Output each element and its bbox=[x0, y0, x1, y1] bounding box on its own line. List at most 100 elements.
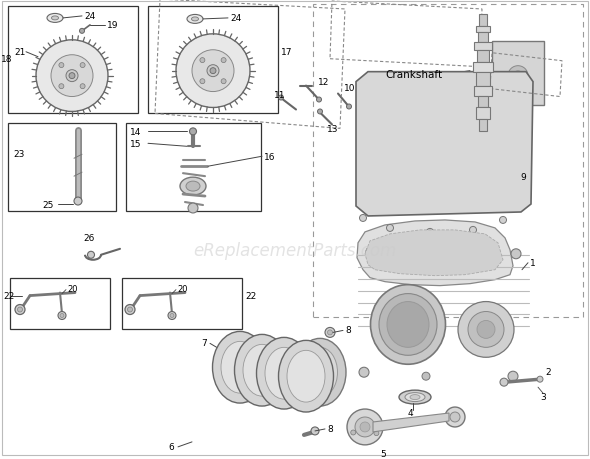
Bar bbox=[474, 43, 492, 50]
Circle shape bbox=[18, 308, 22, 312]
Ellipse shape bbox=[192, 18, 198, 22]
Circle shape bbox=[366, 247, 376, 257]
Circle shape bbox=[317, 110, 323, 115]
Circle shape bbox=[355, 417, 375, 437]
Polygon shape bbox=[365, 230, 503, 276]
Circle shape bbox=[80, 84, 85, 90]
Circle shape bbox=[207, 66, 219, 78]
Circle shape bbox=[450, 412, 460, 422]
Text: 15: 15 bbox=[130, 140, 142, 148]
Circle shape bbox=[500, 217, 506, 224]
Text: 23: 23 bbox=[13, 150, 24, 158]
Circle shape bbox=[51, 56, 93, 97]
Circle shape bbox=[15, 305, 25, 315]
Circle shape bbox=[200, 79, 205, 84]
Circle shape bbox=[359, 215, 366, 222]
Ellipse shape bbox=[51, 17, 58, 21]
Ellipse shape bbox=[221, 341, 259, 393]
Circle shape bbox=[316, 98, 322, 103]
Circle shape bbox=[210, 68, 216, 74]
Text: 19: 19 bbox=[107, 21, 119, 30]
Polygon shape bbox=[373, 413, 449, 432]
Circle shape bbox=[374, 431, 379, 436]
Circle shape bbox=[470, 227, 477, 234]
Ellipse shape bbox=[294, 339, 346, 406]
Text: 14: 14 bbox=[130, 128, 142, 137]
Circle shape bbox=[66, 71, 78, 83]
Text: 17: 17 bbox=[281, 48, 293, 57]
Bar bbox=[476, 108, 490, 120]
Circle shape bbox=[445, 407, 465, 427]
Bar bbox=[8, 7, 138, 114]
Polygon shape bbox=[356, 73, 533, 217]
Bar bbox=[476, 27, 490, 33]
Ellipse shape bbox=[410, 395, 420, 400]
Bar bbox=[10, 278, 110, 330]
Bar bbox=[479, 120, 487, 132]
Circle shape bbox=[36, 41, 108, 112]
Bar bbox=[479, 15, 487, 27]
Text: 24: 24 bbox=[230, 14, 241, 23]
Text: 20: 20 bbox=[177, 285, 188, 293]
Ellipse shape bbox=[371, 285, 445, 364]
Circle shape bbox=[386, 225, 394, 232]
Circle shape bbox=[457, 176, 464, 183]
Ellipse shape bbox=[257, 338, 312, 409]
Text: 25: 25 bbox=[42, 200, 53, 209]
Circle shape bbox=[477, 321, 495, 339]
Circle shape bbox=[500, 378, 508, 386]
Circle shape bbox=[346, 105, 352, 110]
Text: 13: 13 bbox=[327, 124, 339, 134]
Text: 6: 6 bbox=[168, 442, 173, 451]
Ellipse shape bbox=[303, 347, 337, 397]
Bar bbox=[492, 42, 544, 106]
Ellipse shape bbox=[265, 347, 303, 399]
Circle shape bbox=[427, 229, 434, 236]
Circle shape bbox=[221, 79, 226, 84]
Circle shape bbox=[60, 314, 64, 318]
Circle shape bbox=[360, 422, 370, 432]
Circle shape bbox=[192, 50, 234, 92]
Circle shape bbox=[359, 368, 369, 377]
Text: Crankshaft: Crankshaft bbox=[385, 69, 442, 79]
Ellipse shape bbox=[287, 351, 325, 402]
Circle shape bbox=[74, 198, 82, 206]
Text: 4: 4 bbox=[408, 408, 414, 417]
Circle shape bbox=[511, 249, 521, 259]
Circle shape bbox=[59, 84, 64, 90]
Bar bbox=[478, 96, 488, 108]
Circle shape bbox=[69, 73, 75, 79]
Circle shape bbox=[170, 314, 174, 318]
Circle shape bbox=[278, 96, 284, 101]
Ellipse shape bbox=[180, 178, 206, 196]
Ellipse shape bbox=[243, 345, 281, 396]
Ellipse shape bbox=[212, 332, 267, 403]
Circle shape bbox=[458, 302, 514, 358]
Text: eReplacementParts.com: eReplacementParts.com bbox=[194, 241, 396, 259]
Bar bbox=[122, 278, 242, 330]
Ellipse shape bbox=[405, 393, 425, 402]
Circle shape bbox=[189, 129, 196, 135]
Text: 8: 8 bbox=[345, 325, 350, 334]
Circle shape bbox=[58, 312, 66, 320]
Circle shape bbox=[59, 63, 64, 68]
Text: 1: 1 bbox=[530, 259, 536, 268]
Circle shape bbox=[503, 197, 510, 204]
Circle shape bbox=[363, 185, 371, 192]
Circle shape bbox=[127, 308, 133, 312]
Bar bbox=[478, 33, 488, 43]
Text: 8: 8 bbox=[327, 425, 333, 433]
Ellipse shape bbox=[186, 182, 200, 192]
Ellipse shape bbox=[379, 294, 437, 356]
Circle shape bbox=[490, 182, 497, 189]
Text: 21: 21 bbox=[14, 48, 25, 57]
Circle shape bbox=[327, 330, 333, 335]
Circle shape bbox=[422, 372, 430, 381]
Bar bbox=[313, 5, 583, 318]
Bar bbox=[474, 86, 492, 96]
Text: 7: 7 bbox=[201, 338, 206, 347]
Circle shape bbox=[513, 72, 523, 81]
Circle shape bbox=[325, 328, 335, 338]
Text: 26: 26 bbox=[83, 234, 94, 243]
Circle shape bbox=[221, 58, 226, 63]
